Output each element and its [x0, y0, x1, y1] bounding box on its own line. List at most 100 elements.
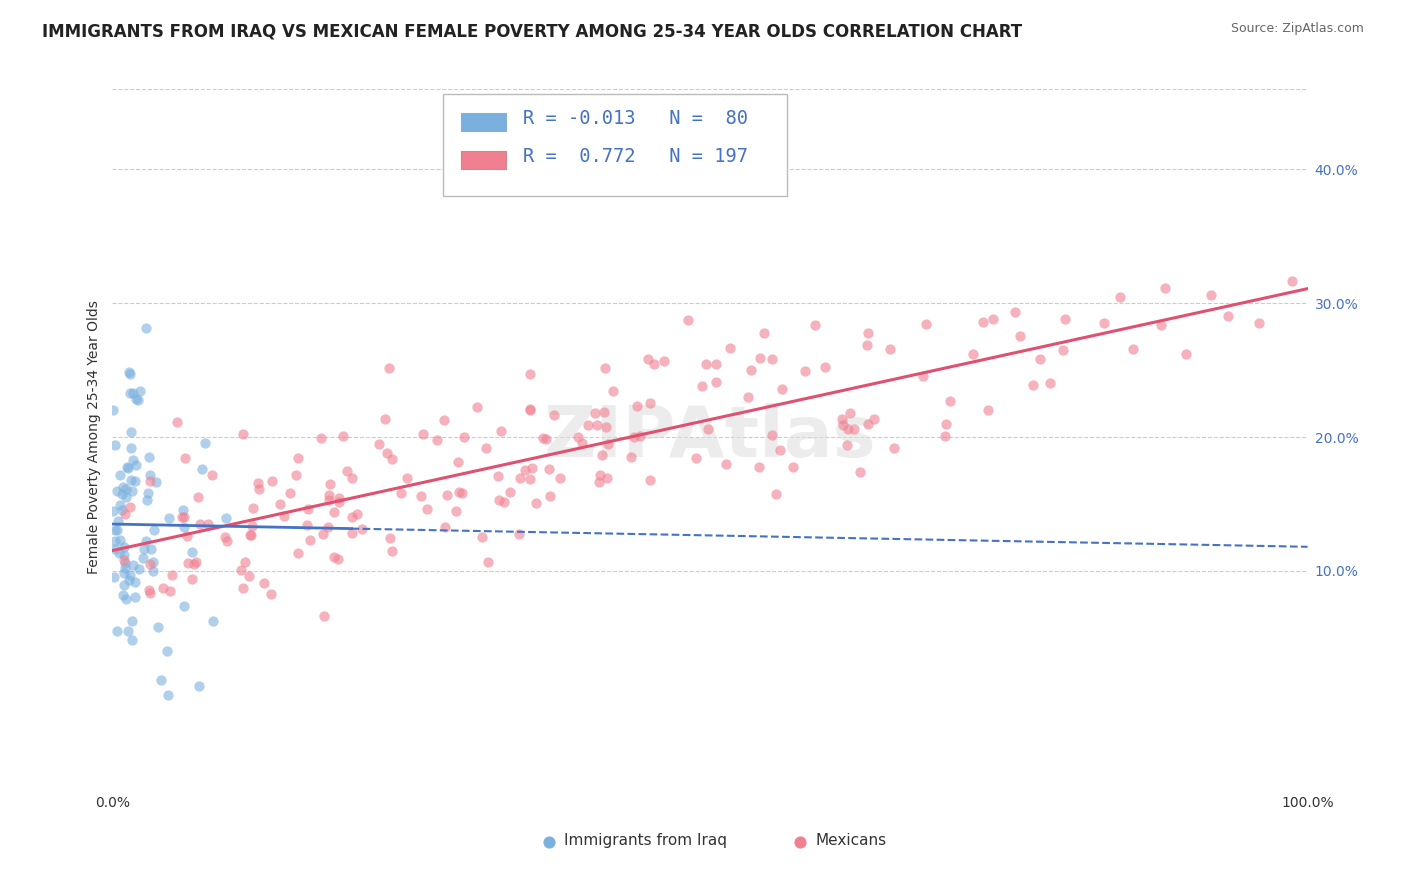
Point — [381, 544, 404, 558]
Point — [111, 502, 134, 516]
Point — [835, 438, 858, 452]
Point — [883, 441, 905, 455]
Point — [299, 533, 322, 547]
Point — [654, 354, 676, 368]
Text: Source: ZipAtlas.com: Source: ZipAtlas.com — [1230, 22, 1364, 36]
Point — [524, 496, 547, 510]
Point — [856, 326, 879, 340]
Point — [346, 507, 368, 521]
Point — [856, 338, 879, 352]
Text: Mexicans: Mexicans — [815, 833, 886, 848]
Point — [318, 476, 340, 491]
Point — [239, 528, 262, 542]
Point — [1122, 342, 1144, 356]
Point — [837, 422, 859, 436]
Point — [117, 461, 139, 475]
Point — [108, 546, 131, 560]
Point — [380, 532, 402, 546]
Point — [1004, 305, 1026, 319]
Point — [105, 523, 128, 537]
Point — [340, 470, 363, 484]
Point — [312, 609, 335, 624]
Point — [748, 460, 770, 475]
Point — [172, 510, 194, 524]
Point — [278, 486, 301, 500]
Point — [690, 379, 713, 393]
Point — [240, 528, 263, 542]
Point — [328, 495, 350, 509]
Point — [716, 458, 738, 472]
Point — [242, 500, 264, 515]
Point — [309, 431, 332, 445]
Point — [142, 564, 165, 578]
Point — [842, 422, 865, 436]
Point — [129, 384, 152, 398]
Point — [134, 320, 156, 334]
Point — [593, 405, 616, 419]
Point — [567, 430, 589, 444]
Point — [498, 485, 520, 500]
Point — [761, 351, 783, 366]
Point — [1109, 290, 1132, 304]
Point — [128, 562, 150, 576]
Point — [127, 392, 149, 407]
Point — [1052, 343, 1074, 357]
Point — [131, 551, 153, 566]
Point — [378, 361, 401, 376]
Point — [595, 470, 617, 484]
Point — [173, 509, 195, 524]
Point — [115, 591, 138, 606]
Point — [748, 351, 770, 365]
Point — [124, 591, 146, 605]
Point — [1150, 318, 1173, 333]
Point — [538, 462, 561, 476]
Point — [242, 519, 264, 533]
Point — [340, 526, 363, 541]
Point — [139, 557, 162, 571]
Point — [436, 488, 458, 502]
Point — [602, 384, 624, 399]
Point — [1039, 376, 1062, 390]
Point — [591, 448, 613, 462]
Point — [107, 514, 129, 528]
Point — [915, 318, 938, 332]
Point — [858, 417, 880, 431]
Point — [340, 510, 363, 524]
Point — [620, 450, 643, 465]
Point — [231, 563, 253, 577]
Point — [139, 474, 162, 488]
Point — [233, 555, 256, 569]
Point — [911, 369, 934, 384]
Point — [595, 419, 617, 434]
Point — [156, 688, 179, 702]
Point — [188, 679, 211, 693]
Point — [112, 552, 135, 566]
Point — [520, 461, 543, 475]
Point — [519, 402, 541, 417]
Point — [451, 486, 474, 500]
Point — [120, 368, 142, 382]
Point — [765, 487, 787, 501]
Point — [111, 480, 134, 494]
Point — [287, 450, 309, 465]
Point — [1247, 316, 1270, 330]
Point — [537, 807, 560, 822]
Point — [368, 437, 391, 451]
Point — [318, 493, 340, 508]
Point — [121, 614, 143, 628]
Point — [111, 487, 134, 501]
Point — [586, 418, 609, 433]
Point — [122, 452, 145, 467]
Point — [118, 500, 141, 515]
Point — [538, 489, 561, 503]
Point — [238, 568, 260, 582]
Point — [157, 510, 180, 524]
Point — [295, 517, 318, 532]
Point — [444, 504, 467, 518]
Point — [433, 520, 456, 534]
Point — [135, 534, 157, 549]
Point — [416, 502, 439, 516]
Point — [628, 429, 651, 443]
Point — [118, 386, 141, 401]
Point — [312, 527, 335, 541]
